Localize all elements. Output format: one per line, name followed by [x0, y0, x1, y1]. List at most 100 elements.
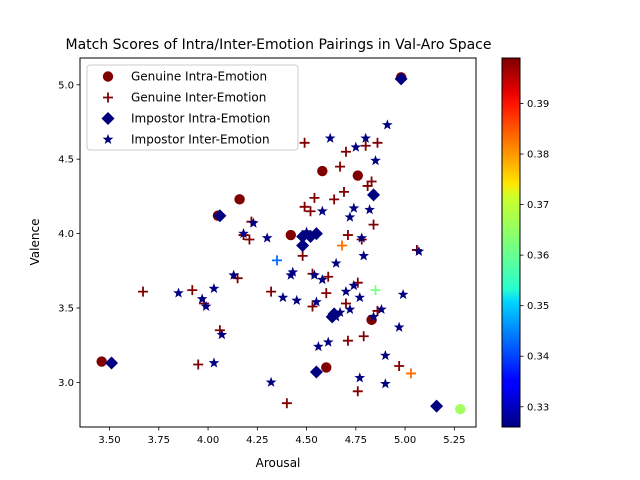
data-point-plus: [281, 398, 292, 409]
data-point-star: [322, 336, 334, 347]
legend-marker-diamond: [101, 112, 115, 125]
data-point-diamond: [394, 72, 408, 86]
data-point-star: [216, 329, 228, 340]
colorbar-tick-label: 0.39: [527, 99, 549, 110]
data-point-star: [313, 341, 324, 352]
data-point-star: [261, 232, 273, 243]
data-point-diamond: [430, 399, 444, 413]
data-point-star: [356, 232, 368, 243]
x-tick-label: 4.75: [345, 435, 367, 446]
data-point-plus: [360, 140, 371, 151]
data-point-diamond: [367, 188, 381, 202]
x-axis-ticks: 3.50 3.75 4.00 4.25 4.50 4.75 5.00 5.25: [98, 427, 465, 446]
data-point-star: [277, 291, 289, 303]
data-point-star: [348, 280, 360, 291]
series-plus: [138, 137, 422, 409]
data-point-diamond: [105, 356, 119, 370]
data-point-star: [397, 288, 409, 300]
data-point-circle: [352, 170, 363, 181]
colorbar-tick-label: 0.35: [527, 301, 549, 312]
data-point-star: [358, 250, 370, 261]
data-point-plus: [340, 298, 351, 309]
data-point-plus: [299, 201, 310, 212]
data-point-star: [301, 226, 312, 237]
y-tick-label: 5.0: [58, 80, 74, 91]
data-point-star: [208, 283, 220, 294]
data-point-plus: [352, 386, 363, 397]
series-diamond: [105, 72, 444, 413]
data-point-plus: [366, 176, 377, 187]
data-point-plus: [232, 273, 243, 284]
data-point-circle: [317, 165, 328, 177]
x-tick-label: 3.50: [98, 435, 120, 446]
data-point-star: [330, 257, 342, 268]
data-point-circle: [96, 356, 107, 367]
data-point-plus: [335, 161, 346, 172]
x-tick-label: 4.00: [197, 435, 219, 446]
data-point-plus: [321, 288, 332, 299]
data-point-plus: [329, 194, 340, 205]
data-point-circle: [285, 229, 297, 241]
data-point-star: [173, 287, 184, 298]
data-point-star: [413, 245, 425, 256]
legend-marker: [102, 71, 114, 82]
data-point-star: [265, 376, 277, 387]
data-point-circle: [321, 362, 332, 373]
data-point-star: [340, 286, 352, 297]
data-point-star: [196, 293, 208, 304]
data-point-star: [324, 132, 336, 143]
data-point-plus: [370, 285, 381, 296]
data-point-diamond: [309, 365, 323, 379]
data-point-plus: [309, 192, 320, 203]
data-point-plus: [358, 331, 369, 342]
data-point-plus: [193, 359, 204, 370]
data-point-star: [380, 378, 391, 389]
y-tick-label: 4.5: [58, 155, 74, 166]
data-point-star: [360, 132, 371, 143]
data-point-diamond: [309, 227, 323, 241]
legend-label: Genuine Inter-Emotion: [131, 91, 266, 105]
legend-entry-impostor-inter: Impostor Inter-Emotion: [102, 133, 270, 147]
colorbar-ticks: 0.33 0.34 0.35 0.36 0.37 0.38 0.39: [520, 99, 549, 413]
legend-marker: [102, 133, 114, 145]
data-point-star: [334, 306, 346, 317]
colorbar-tick-label: 0.37: [527, 200, 549, 211]
legend-marker-plus: [103, 92, 113, 103]
data-point-star: [348, 202, 360, 213]
data-point-star: [317, 205, 328, 216]
y-tick-label: 3.5: [58, 303, 74, 314]
data-point-circle: [234, 194, 245, 205]
x-tick-label: 3.75: [148, 435, 170, 446]
data-point-star: [291, 294, 303, 306]
data-point-star: [364, 204, 375, 215]
data-point-star: [380, 349, 391, 361]
data-points: [96, 72, 466, 415]
chart-title: Match Scores of Intra/Inter-Emotion Pair…: [66, 37, 492, 53]
legend-frame: [86, 64, 299, 151]
data-point-plus: [339, 186, 349, 197]
data-point-star: [311, 296, 322, 307]
x-tick-label: 5.25: [443, 435, 465, 446]
colorbar-tick-label: 0.36: [527, 251, 549, 262]
data-point-plus: [323, 271, 334, 282]
y-axis-label: Valence: [28, 219, 42, 266]
colorbar: 0.33 0.34 0.35 0.36 0.37 0.38 0.39: [501, 57, 549, 428]
data-point-star: [248, 217, 259, 228]
legend-label: Impostor Intra-Emotion: [131, 112, 270, 126]
data-point-diamond: [213, 209, 227, 223]
legend-marker: [103, 92, 113, 103]
legend-marker-star: [102, 133, 114, 145]
colorbar-gradient: [501, 57, 521, 428]
plot-frame: [79, 57, 477, 428]
legend: Genuine Intra-Emotion Genuine Inter-Emot…: [86, 64, 299, 151]
data-point-star: [330, 311, 342, 322]
data-point-plus: [305, 206, 316, 217]
data-point-plus: [272, 255, 283, 266]
legend-entry-genuine-inter: Genuine Inter-Emotion: [103, 91, 266, 105]
data-point-plus: [307, 301, 318, 312]
data-point-star: [350, 141, 362, 152]
data-point-plus: [138, 286, 149, 297]
data-point-star: [354, 372, 366, 383]
data-point-plus: [337, 240, 348, 251]
data-point-plus: [394, 360, 405, 371]
